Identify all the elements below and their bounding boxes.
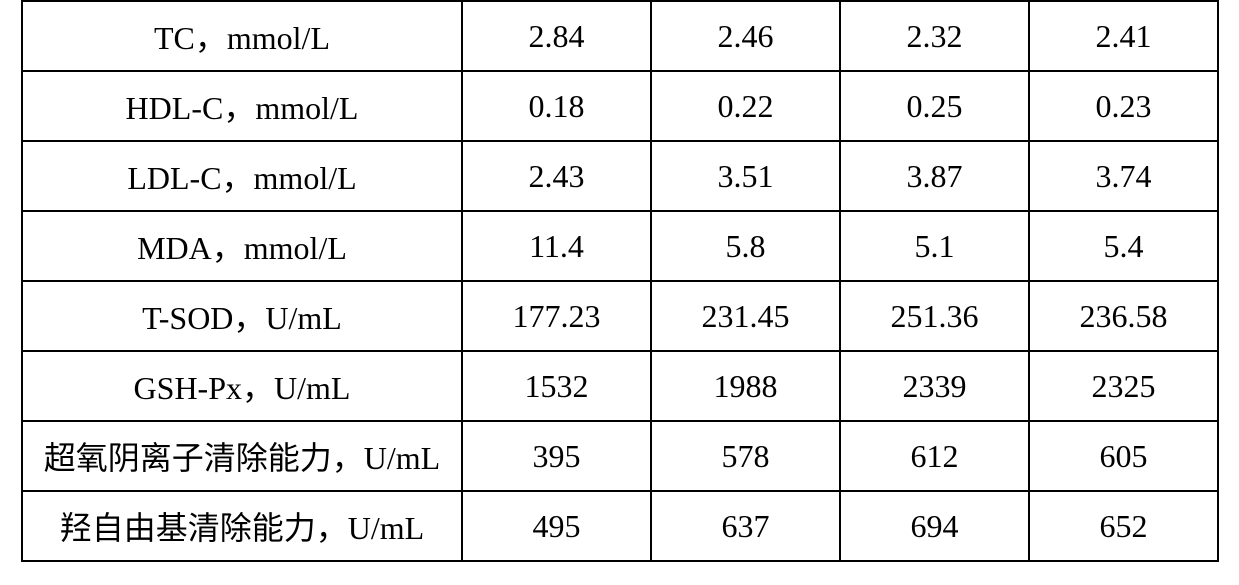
cell-value: 236.58 xyxy=(1029,281,1218,351)
cell-label: MDA，mmol/L xyxy=(22,211,462,281)
biochemical-table: TC，mmol/L 2.84 2.46 2.32 2.41 HDL-C，mmol… xyxy=(21,0,1219,562)
cell-value: 2.84 xyxy=(462,1,651,71)
table-row: TC，mmol/L 2.84 2.46 2.32 2.41 xyxy=(22,1,1218,71)
cell-value: 11.4 xyxy=(462,211,651,281)
cell-value: 231.45 xyxy=(651,281,840,351)
table-row: 超氧阴离子清除能力，U/mL 395 578 612 605 xyxy=(22,421,1218,491)
cell-label: HDL-C，mmol/L xyxy=(22,71,462,141)
cell-value: 605 xyxy=(1029,421,1218,491)
table-row: MDA，mmol/L 11.4 5.8 5.1 5.4 xyxy=(22,211,1218,281)
cell-value: 612 xyxy=(840,421,1029,491)
cell-label: 羟自由基清除能力，U/mL xyxy=(22,491,462,561)
cell-value: 3.51 xyxy=(651,141,840,211)
cell-value: 5.1 xyxy=(840,211,1029,281)
cell-value: 5.8 xyxy=(651,211,840,281)
table-row: GSH-Px，U/mL 1532 1988 2339 2325 xyxy=(22,351,1218,421)
cell-label: TC，mmol/L xyxy=(22,1,462,71)
cell-label: 超氧阴离子清除能力，U/mL xyxy=(22,421,462,491)
cell-value: 2.32 xyxy=(840,1,1029,71)
cell-value: 652 xyxy=(1029,491,1218,561)
cell-value: 578 xyxy=(651,421,840,491)
cell-value: 2.46 xyxy=(651,1,840,71)
cell-value: 3.74 xyxy=(1029,141,1218,211)
table-row: LDL-C，mmol/L 2.43 3.51 3.87 3.74 xyxy=(22,141,1218,211)
table-row: HDL-C，mmol/L 0.18 0.22 0.25 0.23 xyxy=(22,71,1218,141)
cell-value: 0.22 xyxy=(651,71,840,141)
cell-value: 251.36 xyxy=(840,281,1029,351)
cell-value: 1532 xyxy=(462,351,651,421)
cell-value: 2339 xyxy=(840,351,1029,421)
cell-value: 2.43 xyxy=(462,141,651,211)
cell-label: T-SOD，U/mL xyxy=(22,281,462,351)
cell-value: 177.23 xyxy=(462,281,651,351)
cell-value: 0.18 xyxy=(462,71,651,141)
cell-value: 3.87 xyxy=(840,141,1029,211)
cell-value: 1988 xyxy=(651,351,840,421)
cell-value: 637 xyxy=(651,491,840,561)
cell-value: 0.23 xyxy=(1029,71,1218,141)
table-row: T-SOD，U/mL 177.23 231.45 251.36 236.58 xyxy=(22,281,1218,351)
table-row: 羟自由基清除能力，U/mL 495 637 694 652 xyxy=(22,491,1218,561)
cell-label: GSH-Px，U/mL xyxy=(22,351,462,421)
cell-label: LDL-C，mmol/L xyxy=(22,141,462,211)
cell-value: 5.4 xyxy=(1029,211,1218,281)
cell-value: 0.25 xyxy=(840,71,1029,141)
cell-value: 495 xyxy=(462,491,651,561)
cell-value: 2.41 xyxy=(1029,1,1218,71)
cell-value: 395 xyxy=(462,421,651,491)
cell-value: 694 xyxy=(840,491,1029,561)
cell-value: 2325 xyxy=(1029,351,1218,421)
